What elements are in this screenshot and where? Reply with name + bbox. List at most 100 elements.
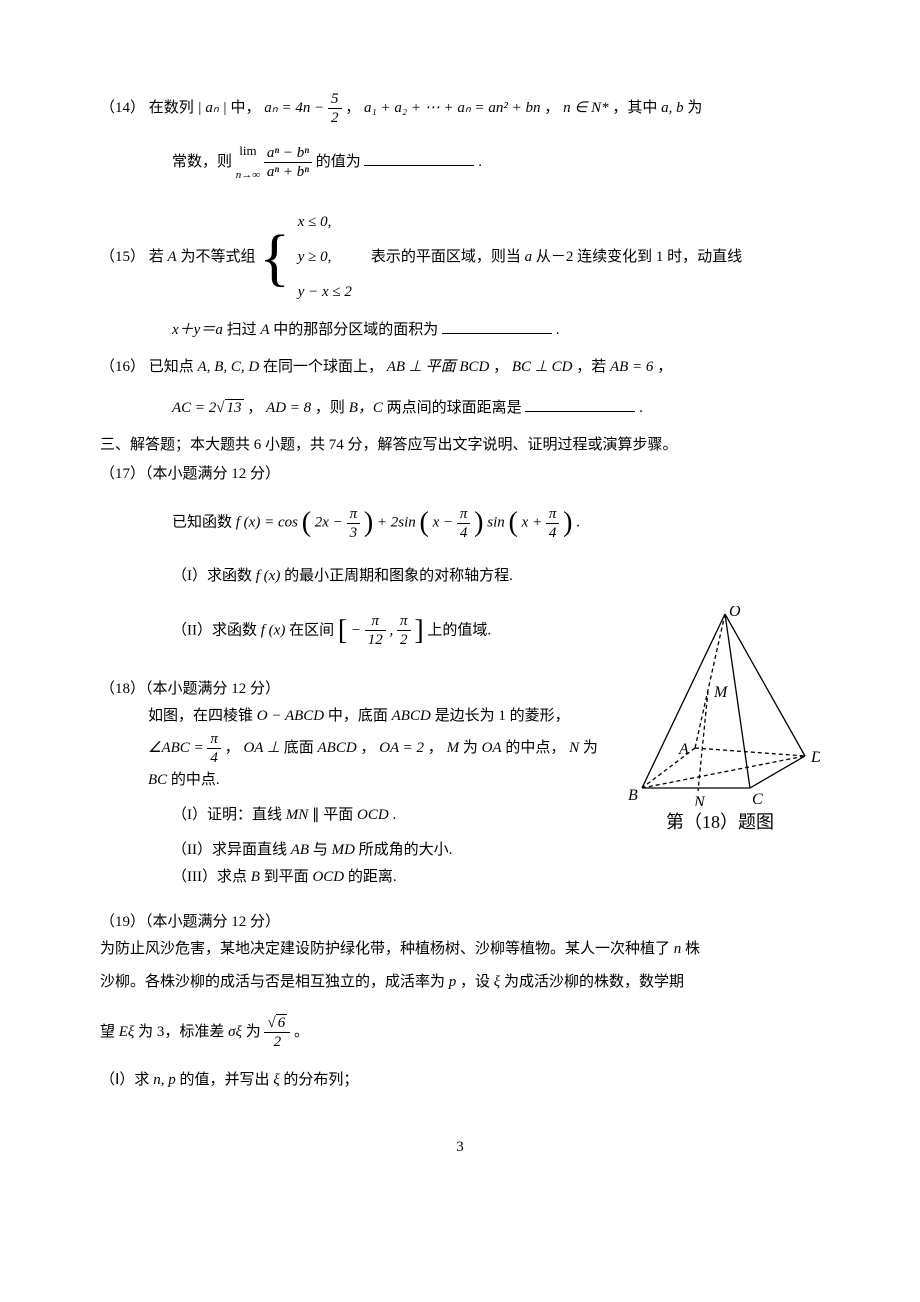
q16-p2: BC ⊥ CD — [512, 359, 573, 375]
M: M — [447, 740, 460, 756]
fx: f (x) — [256, 568, 281, 584]
section-3-head: 三、解答题；本大题共 6 小题，共 74 分，解答应写出文字说明、证明过程或演算… — [100, 432, 820, 459]
frac-num: √6 — [264, 1014, 290, 1033]
t: 沙柳。各株沙柳的成活与否是相互独立的，成活率为 — [100, 974, 449, 990]
frac: π3 — [347, 505, 361, 542]
sin: sin — [487, 515, 505, 531]
xi: ξ — [494, 974, 500, 990]
problem-16: （16） 已知点 A, B, C, D 在同一个球面上， AB ⊥ 平面 BCD… — [100, 354, 820, 422]
q16-ac: AC = 2 — [172, 400, 216, 416]
t: 。 — [294, 1024, 309, 1040]
frac-num: aⁿ − bⁿ — [264, 144, 312, 163]
svg-text:C: C — [752, 791, 763, 806]
blank-fill — [364, 150, 474, 166]
problem-14: （14） 在数列 | aₙ | 中， aₙ = 4n − 52 ， a₁ + a… — [100, 90, 820, 186]
sqrt-icon: √6 — [267, 1014, 287, 1032]
q16-ad: AD = 8 — [266, 400, 311, 416]
frac: π12 — [365, 612, 386, 649]
q14-t: 常数，则 — [172, 154, 232, 170]
t: 中，底面 — [328, 708, 392, 724]
pyramid-diagram: OMABNCD — [620, 606, 820, 806]
t: 的菱形， — [510, 708, 570, 724]
q18-p3: （III）求点 B 到平面 OCD 的距离. — [100, 864, 612, 891]
frac-den: 4 — [207, 749, 221, 767]
arg: x + — [522, 515, 546, 531]
blank-fill — [525, 396, 635, 412]
t: ，设 — [460, 974, 494, 990]
OCD: OCD — [312, 869, 344, 885]
q14-t: ， — [345, 100, 364, 116]
svg-text:N: N — [693, 794, 706, 806]
t: 的最小正周期和图象的对称轴方程. — [284, 568, 513, 584]
MD: MD — [332, 842, 355, 858]
q16-line1: （16） 已知点 A, B, C, D 在同一个球面上， AB ⊥ 平面 BCD… — [100, 354, 820, 381]
q14-end: . — [478, 154, 482, 170]
problem-18-row: （18）（本小题满分 12 分） 如图，在四棱锥 O − ABCD 中，底面 A… — [100, 676, 820, 891]
frac-num: π — [207, 730, 221, 749]
t: 为 — [463, 740, 482, 756]
t: （I）证明：直线 — [172, 807, 286, 823]
q15-line2: x＋y＝a 扫过 A 中的那部分区域的面积为 . — [100, 317, 820, 344]
abcd: ABCD — [392, 708, 431, 724]
limit-icon: limn→∞ — [236, 139, 260, 186]
q16-num: （16） — [100, 359, 145, 375]
svg-text:D: D — [810, 749, 820, 766]
t: 为 — [246, 1024, 265, 1040]
oa2: OA = 2 — [379, 740, 424, 756]
frac-num: π — [365, 612, 386, 631]
q18-head: （18）（本小题满分 12 分） — [100, 676, 612, 703]
t: 到平面 — [264, 869, 313, 885]
sep: , — [390, 622, 398, 638]
t: 的中点， — [505, 740, 565, 756]
t: 为成活沙柳的株数，数学期 — [504, 974, 684, 990]
q17-fn: 已知函数 f (x) = cos ( 2x − π3 ) + 2sin ( x … — [100, 498, 820, 548]
frac: π4 — [546, 505, 560, 542]
xi: ξ — [273, 1072, 279, 1088]
lbracket-icon: [ — [338, 615, 347, 646]
t: 为防止风沙危害，某地决定建设防护绿化带，种植杨树、沙柳等植物。某人一次种植了 — [100, 941, 674, 957]
t: 的值，并写出 — [179, 1072, 273, 1088]
q14-line2: 常数，则 limn→∞ aⁿ − bⁿaⁿ + bⁿ 的值为 . — [100, 139, 820, 186]
frac-den: 12 — [365, 631, 386, 649]
np: n, p — [153, 1072, 176, 1088]
t: 的分布列； — [283, 1072, 358, 1088]
q14-t: 在数列 — [149, 100, 194, 116]
neg: − — [351, 622, 365, 638]
q16-t: ， — [657, 359, 672, 375]
frac-den: 3 — [347, 524, 361, 542]
lim-sub: n→∞ — [236, 169, 260, 181]
t: （I）求函数 — [172, 568, 256, 584]
q16-t: ，则 — [315, 400, 349, 416]
q15-A2: A — [260, 322, 269, 338]
q15-line1: （15） 若 A 为不等式组 { x ≤ 0, y ≥ 0, y − x ≤ 2… — [100, 204, 820, 311]
q16-t: 两点间的球面距离是 — [387, 400, 522, 416]
q19-l1: 为防止风沙危害，某地决定建设防护绿化带，种植杨树、沙柳等植物。某人一次种植了 n… — [100, 936, 820, 963]
B: B — [251, 869, 260, 885]
t: （III）求点 — [172, 869, 251, 885]
frac-den: 2 — [328, 109, 342, 127]
q16-t: ， — [247, 400, 266, 416]
t: 与 — [313, 842, 332, 858]
frac: √62 — [264, 1014, 290, 1051]
q15-a: a — [525, 249, 533, 265]
q14-n: n ∈ N* — [563, 100, 609, 116]
q15-t: 从－2 连续变化到 1 时，动直线 — [536, 249, 742, 265]
ineq-1: x ≤ 0, — [296, 206, 354, 239]
svg-text:B: B — [628, 787, 638, 804]
q14-t: 为 — [687, 100, 702, 116]
svg-text:O: O — [729, 606, 741, 620]
ang: ∠ABC = — [148, 740, 207, 756]
q16-t: 在同一个球面上， — [263, 359, 383, 375]
t: 为 — [583, 740, 598, 756]
lparen-icon: ( — [509, 507, 518, 538]
q14-t: 的值为 — [316, 154, 361, 170]
frac-den: 4 — [546, 524, 560, 542]
q19-head: （19）（本小题满分 12 分） — [100, 909, 820, 936]
q17-fx: f (x) = cos — [236, 515, 298, 531]
plus: + 2sin — [377, 515, 416, 531]
q18-p1: （I）证明：直线 MN ∥ 平面 OCD . — [100, 802, 612, 829]
q15-t: 若 — [149, 249, 168, 265]
p: p — [449, 974, 457, 990]
t: 为 3，标准差 — [138, 1024, 228, 1040]
rbracket-icon: ] — [414, 615, 423, 646]
